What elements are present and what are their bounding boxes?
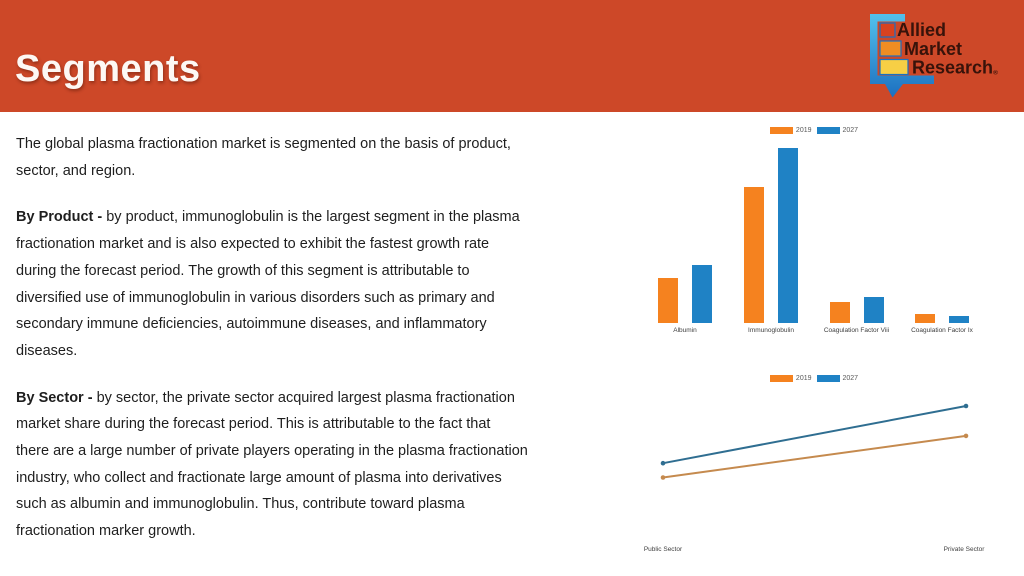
paragraph-intro-text: The global plasma fractionation market i… [16,136,511,179]
bar-category-label: Albumin [673,327,697,334]
bar-chart-legend: 2019 2027 [612,127,1016,134]
bar-legend-label-2027: 2027 [842,127,859,134]
line-legend-label-2019: 2019 [795,375,812,382]
logo-text-allied: Allied [897,20,946,40]
bar-2027-coagulation-factor-viii [863,296,884,323]
line-marker-2019 [660,475,666,480]
header-banner: Segments Allied Market Research® [0,0,1024,112]
bar-legend-swatch-2027 [816,127,840,134]
logo-text-market: Market [904,39,962,59]
bar-2019-immunoglobulin [744,186,764,323]
line-chart-legend: 2019 2027 [612,375,1016,382]
bar-2019-albumin [658,277,678,323]
bar-legend-item-2019: 2019 [769,127,812,134]
sector-line-chart: 2019 2027 Public Sector Private Sector [620,360,1024,570]
line-series-2019 [662,434,967,479]
amr-logo: Allied Market Research® [870,14,998,98]
line-marker-2027 [963,403,969,409]
page-title: Segments [15,48,201,90]
line-legend-item-2019: 2019 [769,375,812,382]
bar-category-label: Coagulation Factor Viii [823,327,890,334]
bar-2027-coagulation-factor-ix [949,316,969,323]
paragraph-by-product-text: by product, immunoglobulin is the larges… [16,209,520,359]
bar-legend-swatch-2019 [769,127,793,134]
bar-legend-item-2027: 2027 [816,127,859,134]
logo-red-block-icon [879,22,896,38]
logo-speech-bubble-icon [870,14,934,98]
paragraph-intro: The global plasma fractionation market i… [16,131,616,184]
bar-2019-coagulation-factor-viii [829,302,850,323]
body-text: The global plasma fractionation market i… [16,131,616,565]
line-category-label-private: Private Sector [943,546,985,553]
logo-orange-block-icon [879,40,902,57]
bar-2019-coagulation-factor-ix [915,314,935,323]
paragraph-by-sector-text: by sector, the private sector acquired l… [16,389,528,540]
bar-category-label: Immunoglobulin [748,327,794,334]
line-category-label-public: Public Sector [643,546,683,553]
line-legend-swatch-2019 [769,375,793,382]
bar-category-label: Coagulation Factor Ix [911,327,973,334]
line-legend-swatch-2027 [816,375,840,382]
line-marker-2027 [660,460,666,466]
paragraph-by-product: By Product - by product, immunoglobulin … [16,204,616,364]
line-series-2027 [662,405,967,465]
paragraph-by-product-lead: By Product - [16,209,107,226]
product-bar-chart: 2019 2027 Albumin Immunoglobulin Coagulati… [620,112,1024,345]
bar-2027-immunoglobulin [778,148,798,323]
bar-legend-label-2019: 2019 [795,127,812,134]
logo-yellow-block-icon [879,58,909,76]
line-legend-label-2027: 2027 [842,375,859,382]
bar-2027-albumin [692,265,712,323]
line-marker-2019 [963,433,969,439]
line-legend-item-2027: 2027 [816,375,859,382]
bar-chart-plot: Albumin Immunoglobulin Coagulation Factor … [620,112,1024,345]
paragraph-by-sector-lead: By Sector - [16,389,97,406]
paragraph-by-sector: By Sector - by sector, the private secto… [16,385,616,545]
line-chart-svg [660,403,969,480]
logo-text-research: Research® [912,58,998,78]
